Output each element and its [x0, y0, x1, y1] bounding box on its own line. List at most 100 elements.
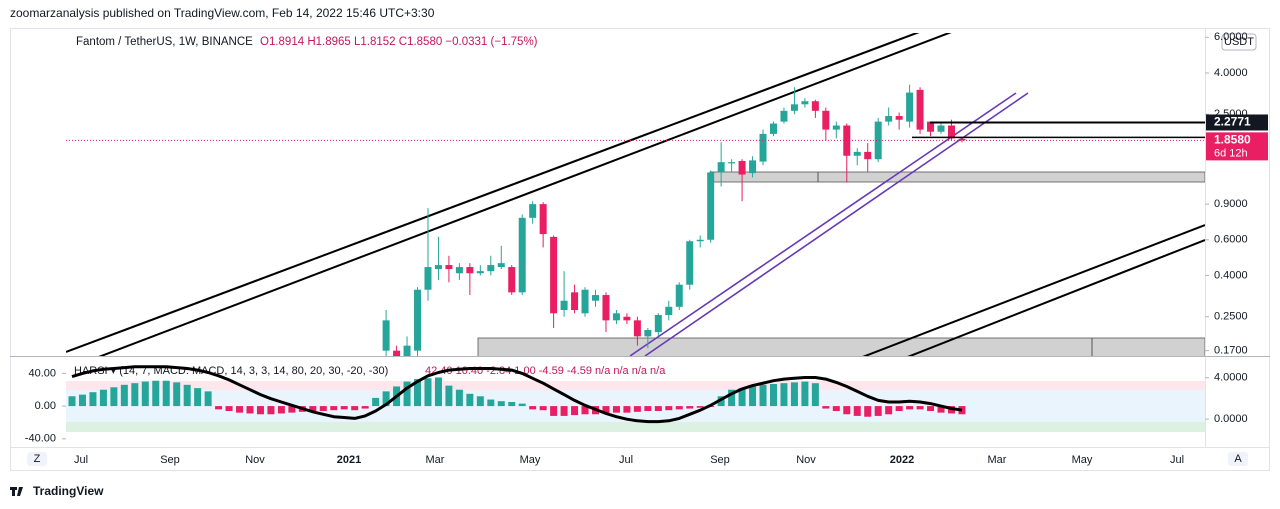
histogram-bar — [194, 388, 202, 407]
candle-body — [885, 116, 893, 122]
x-tick-label: 2022 — [890, 454, 914, 466]
histogram-bar — [246, 406, 254, 414]
x-tick-label: Jul — [619, 454, 633, 466]
auto-button[interactable] — [1228, 452, 1248, 466]
trend-line — [98, 33, 952, 356]
candle-body — [623, 316, 631, 321]
candle-body — [696, 239, 704, 242]
x-tick-label: Jul — [74, 454, 88, 466]
currency-badge[interactable] — [1221, 33, 1257, 51]
candle-body — [874, 121, 882, 160]
histogram-bar — [853, 406, 861, 416]
candle-body — [581, 289, 589, 314]
histogram-bar — [183, 384, 191, 407]
auto-label[interactable]: A — [1234, 453, 1242, 465]
candle-body — [612, 313, 620, 321]
histogram-bar — [696, 406, 704, 408]
histogram-bar — [173, 382, 181, 407]
histogram-bar — [916, 406, 924, 410]
histogram-bar — [131, 383, 139, 407]
histogram-bar — [874, 406, 882, 416]
candle-body — [675, 284, 683, 307]
histogram-bar — [832, 406, 840, 411]
brand-logo — [10, 487, 23, 496]
y-tick-label: 40.00 — [28, 367, 56, 379]
currency-label[interactable]: USDT — [1224, 36, 1254, 48]
candle-body — [759, 133, 767, 162]
candle-body — [927, 121, 935, 132]
candle-body — [455, 267, 463, 274]
histogram-bar — [654, 406, 662, 411]
x-tick-label: Nov — [245, 454, 265, 466]
histogram-bar — [906, 406, 914, 410]
histogram-bar — [759, 384, 767, 407]
y2-tick-label: 0.0000 — [1214, 413, 1248, 425]
histogram-bar — [372, 397, 380, 407]
price-badge-label: 1.8580 — [1214, 133, 1251, 147]
candle-body — [602, 295, 610, 321]
histogram-bar — [822, 406, 830, 409]
candle-body — [769, 123, 777, 134]
candle-body — [529, 204, 537, 218]
oscillator-line — [71, 365, 963, 424]
histogram-bar — [110, 387, 118, 407]
zoom-button[interactable] — [27, 452, 47, 466]
histogram-bar — [476, 396, 484, 407]
main-pane — [66, 33, 1205, 356]
price-badge — [1206, 114, 1268, 131]
histogram-bar — [864, 406, 872, 417]
trend-line — [907, 239, 1205, 356]
trend-line — [862, 224, 1205, 356]
histogram-bar — [518, 403, 526, 407]
candle-body — [707, 172, 715, 240]
brand-name: TradingView — [33, 484, 104, 498]
candle-body — [717, 162, 725, 173]
histogram-bar — [445, 385, 453, 407]
candle-body — [801, 101, 809, 105]
candle-body — [916, 89, 924, 130]
candle-body — [686, 241, 694, 285]
candle-body — [466, 267, 474, 274]
candle-body — [508, 267, 516, 293]
histogram-bar — [414, 379, 422, 407]
histogram-bar — [675, 406, 683, 410]
candle-body — [958, 138, 966, 141]
x-tick-label: Sep — [160, 454, 180, 466]
candle-body — [738, 160, 746, 175]
y2-tick-label: 4.0000 — [1214, 372, 1248, 384]
candle-body — [906, 92, 914, 122]
candle-body — [749, 160, 757, 174]
symbol-title: Fantom / TetherUS, 1W, BINANCE — [76, 36, 253, 48]
candle-body — [434, 265, 442, 270]
histogram-bar — [382, 391, 390, 407]
zoom-label[interactable]: Z — [34, 453, 41, 465]
x-tick-label: May — [520, 454, 541, 466]
countdown-label: 6d 12h — [1214, 147, 1248, 159]
histogram-bar — [550, 406, 558, 416]
histogram-bar — [487, 399, 495, 407]
candle-body — [822, 110, 830, 130]
histogram-bar — [403, 381, 411, 407]
histogram-bar — [309, 406, 317, 411]
histogram-bar — [612, 406, 620, 413]
overbought-band — [66, 381, 1205, 390]
y-tick-label: 0.00 — [35, 400, 56, 412]
candle-body — [497, 263, 505, 268]
neutral-band — [66, 390, 1205, 422]
y-tick-label: 0.1700 — [1214, 345, 1248, 357]
histogram-bar — [162, 380, 170, 407]
histogram-bar — [225, 406, 233, 411]
histogram-bar — [560, 406, 568, 416]
histogram-bar — [571, 406, 579, 416]
histogram-bar — [811, 383, 819, 407]
histogram-bar — [686, 406, 694, 409]
candle-body — [424, 267, 432, 290]
histogram-bar — [256, 406, 264, 415]
histogram-bar — [424, 378, 432, 407]
histogram-bar — [78, 394, 86, 407]
histogram-bar — [633, 406, 641, 412]
candle-body — [832, 125, 840, 130]
x-tick-label: Mar — [426, 454, 445, 466]
x-tick-label: 2021 — [337, 454, 361, 466]
